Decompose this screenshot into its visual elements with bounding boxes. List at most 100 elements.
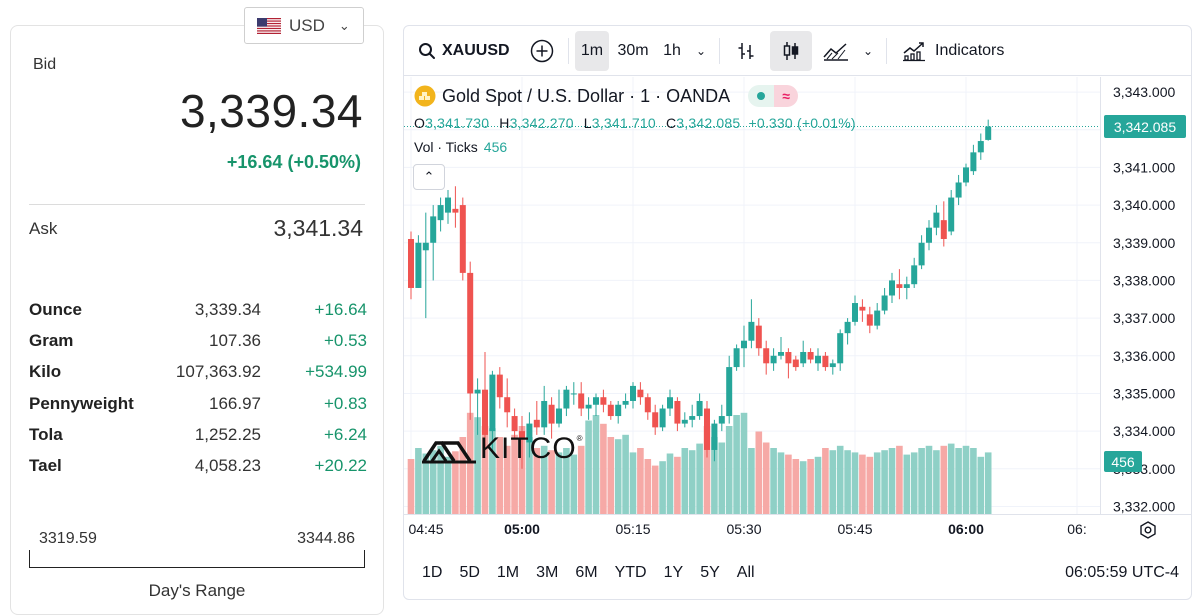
volume-bar	[859, 454, 866, 514]
volume-bar	[577, 445, 585, 514]
legend-title: Gold Spot / U.S. Dollar · 1 · OANDA	[442, 85, 731, 106]
price-tick-label: 3,339.000	[1113, 235, 1175, 251]
candle-body	[667, 397, 673, 409]
unit-change: +534.99	[305, 362, 367, 382]
bar-style-button[interactable]	[726, 31, 766, 71]
compare-button[interactable]	[522, 31, 562, 71]
volume-bar	[725, 426, 733, 514]
candle-body	[726, 367, 733, 417]
currency-selector[interactable]: USD ⌄	[244, 7, 364, 44]
kitco-wordmark: KITCO	[480, 432, 577, 465]
last-price-value: 3,342.085	[1113, 118, 1177, 135]
candle-body	[985, 126, 992, 140]
candle-body	[755, 325, 762, 349]
volume-bar	[755, 431, 763, 514]
interval-1m-button[interactable]: 1m	[575, 30, 609, 71]
collapse-legend-button[interactable]: ⌃	[413, 164, 445, 190]
volume-bar	[881, 450, 888, 514]
chart-toolbar: XAUUSD 1m 30m 1h ⌄	[404, 26, 1191, 76]
candle-body	[452, 208, 459, 213]
candle-body	[977, 141, 984, 153]
volume-bar	[748, 448, 755, 514]
chart-style-dropdown-button[interactable]: ⌄	[856, 31, 880, 71]
indicators-button[interactable]: Indicators	[893, 31, 1011, 71]
time-tick-label: 05:00	[504, 521, 540, 537]
indicators-label: Indicators	[935, 41, 1005, 59]
time-range-1y-button[interactable]: 1Y	[663, 563, 684, 581]
interval-label: 1h	[663, 41, 681, 59]
area-chart-icon	[823, 42, 848, 61]
interval-1h-button[interactable]: 1h	[655, 31, 689, 71]
time-range-bar: 1D 5D 1M 3M 6M YTD 1Y 5Y All 06:05:59 UTC-4	[404, 544, 1191, 599]
volume-value: 456	[483, 139, 508, 155]
time-tick-label: 05:30	[726, 521, 761, 537]
volume-bar	[696, 443, 703, 514]
bid-label: Bid	[33, 56, 57, 73]
settings-icon	[1140, 521, 1156, 539]
candle-body	[940, 220, 947, 239]
volume-bar	[910, 452, 918, 514]
search-icon	[419, 42, 435, 59]
time-range-5y-button[interactable]: 5Y	[700, 563, 720, 581]
unit-value: 107.36	[209, 330, 261, 350]
unit-name: Tola	[29, 424, 63, 444]
volume-bar	[866, 456, 874, 514]
time-range-ytd-button[interactable]: YTD	[614, 563, 647, 581]
volume-bar	[592, 415, 600, 514]
area-style-button[interactable]	[816, 31, 856, 71]
days-range-label: Day's Range	[148, 581, 246, 600]
gold-bars-icon	[414, 85, 436, 107]
toolbar-separator	[886, 37, 887, 64]
time-range-1m-button[interactable]: 1M	[496, 563, 520, 581]
candle-body	[563, 389, 570, 409]
candle-body	[437, 205, 444, 221]
volume-bar	[962, 445, 970, 514]
volume-bar	[496, 437, 504, 514]
unit-name: Tael	[29, 456, 62, 476]
volume-bar	[629, 452, 637, 514]
volume-bar	[984, 452, 992, 514]
unit-value: 3,339.34	[194, 299, 261, 319]
interval-30m-button[interactable]: 30m	[611, 31, 655, 71]
candle-style-button[interactable]	[770, 30, 812, 71]
candle-body	[918, 242, 925, 266]
chart-plot-area[interactable]: Gold Spot / U.S. Dollar · 1 · OANDA ≈ O3…	[404, 77, 1100, 514]
candle-body	[659, 408, 666, 428]
time-range-3m-button[interactable]: 3M	[536, 563, 559, 581]
volume-bar	[733, 415, 740, 514]
time-range-5d-button[interactable]: 5D	[459, 563, 480, 581]
chart-settings-button[interactable]	[1136, 518, 1160, 542]
symbol-label: XAUUSD	[442, 41, 510, 59]
unit-change: +16.64	[314, 299, 367, 319]
unit-value: 166.97	[209, 393, 261, 413]
chevron-up-icon: ⌃	[423, 169, 435, 184]
volume-bar	[925, 445, 933, 514]
unit-change: +0.83	[323, 393, 367, 413]
time-axis[interactable]: 04:45 05:00 05:15 05:30 05:45 06:00 06:	[404, 514, 1191, 544]
symbol-search-button[interactable]: XAUUSD	[404, 31, 522, 71]
time-range-1d-button[interactable]: 1D	[422, 563, 443, 581]
volume-bar	[614, 439, 622, 514]
volume-bar	[555, 452, 563, 514]
close-value: 3,342.085	[676, 115, 741, 131]
candle-body	[948, 197, 955, 232]
time-range-6m-button[interactable]: 6M	[575, 563, 598, 581]
time-range-all-button[interactable]: All	[736, 563, 755, 581]
candle-body	[770, 355, 777, 364]
candle-body	[881, 295, 888, 311]
volume-bar	[873, 452, 881, 514]
price-tick-label: 3,337.000	[1113, 310, 1175, 326]
volume-bar	[644, 459, 652, 514]
volume-bar	[711, 437, 718, 514]
volume-tag: 456	[1104, 451, 1142, 472]
interval-dropdown-button[interactable]: ⌄	[689, 31, 713, 71]
unit-row-gram: Gram 107.36 +0.53	[29, 325, 367, 356]
candle-body	[422, 242, 429, 251]
volume-bar	[481, 426, 489, 514]
volume-bar	[429, 450, 437, 514]
candle-body	[718, 416, 725, 424]
chart-legend: Gold Spot / U.S. Dollar · 1 · OANDA ≈ O3…	[414, 85, 856, 155]
market-status-pill[interactable]: ≈	[748, 85, 799, 107]
unit-change: +0.53	[323, 330, 367, 350]
price-axis[interactable]: 3,343.0003,342.0003,341.0003,340.0003,33…	[1100, 77, 1191, 514]
